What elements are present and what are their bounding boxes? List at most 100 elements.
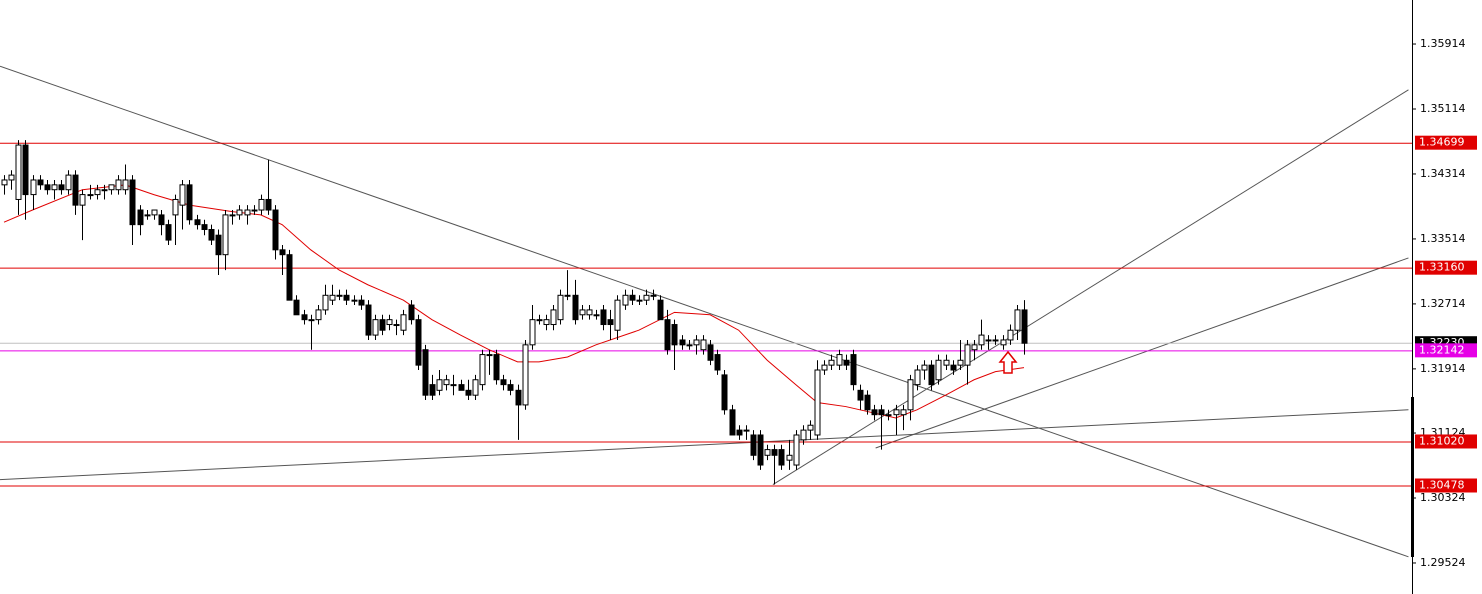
candle-body	[37, 179, 44, 186]
candle-body	[122, 179, 129, 191]
y-tick-label: 1.35914	[1420, 37, 1466, 50]
candle-body	[650, 294, 657, 297]
candle-body	[8, 174, 15, 181]
candle-body	[1000, 339, 1007, 346]
y-tick-label: 1.33514	[1420, 232, 1466, 245]
candle-body	[322, 294, 329, 311]
price-box	[1415, 135, 1477, 150]
candle-body	[286, 254, 293, 301]
candle-body	[693, 339, 700, 346]
candle-body	[764, 449, 771, 456]
candle-body	[671, 324, 678, 346]
candle-body	[108, 184, 115, 191]
candle-body	[885, 414, 892, 417]
candle-body	[622, 294, 629, 306]
candle-body	[600, 309, 607, 326]
candle-body	[515, 389, 522, 406]
candle-body	[800, 429, 807, 441]
candle-body	[614, 299, 621, 331]
candle-body	[850, 354, 857, 386]
candle-body	[828, 359, 835, 366]
candle-body	[58, 184, 65, 191]
candle-body	[315, 309, 322, 321]
candle-body	[857, 389, 864, 401]
price-box	[1415, 343, 1477, 358]
candle-body	[943, 359, 950, 366]
candle-body	[507, 384, 514, 391]
candle-body	[244, 209, 251, 216]
candle-body	[914, 369, 921, 386]
price-box-label: 1.31020	[1419, 434, 1465, 447]
candle-body	[664, 319, 671, 351]
price-box-label: 1.33160	[1419, 261, 1465, 274]
candle-body	[1014, 309, 1021, 331]
candle-body	[864, 394, 871, 411]
candle-body	[971, 344, 978, 351]
candle-body	[479, 354, 486, 386]
candle-body	[422, 349, 429, 396]
candle-body	[258, 198, 265, 211]
candle-body	[30, 179, 37, 196]
candle-body	[500, 379, 507, 386]
candle-body	[372, 319, 379, 336]
price-box	[1415, 478, 1477, 493]
candle-body	[472, 379, 479, 396]
candle-body	[365, 304, 372, 336]
trend-line	[772, 89, 1409, 485]
candle-body	[564, 294, 571, 297]
candle-body	[301, 314, 308, 321]
candle-body	[529, 319, 536, 346]
candle-body	[137, 209, 144, 226]
trend-line	[0, 409, 1409, 481]
candle-body	[51, 184, 58, 191]
candle-body	[458, 384, 465, 391]
candle-body	[94, 189, 101, 196]
candle-body	[72, 174, 79, 206]
candle-body	[921, 364, 928, 371]
price-box-label: 1.34699	[1419, 136, 1465, 149]
price-box-label: 1.32142	[1419, 343, 1465, 356]
candle-body	[807, 424, 814, 431]
candle-body	[778, 449, 785, 466]
candle-body	[686, 344, 693, 347]
candle-body	[279, 249, 286, 256]
plot-area	[0, 65, 1412, 558]
y-tick-label: 1.32714	[1420, 297, 1466, 310]
candle-body	[907, 379, 914, 411]
candle-body	[714, 354, 721, 371]
candle-body	[757, 434, 764, 466]
candle-body	[129, 179, 136, 226]
candle-body	[443, 379, 450, 386]
candle-body	[522, 344, 529, 406]
candle-body	[771, 449, 778, 456]
candle-body	[165, 224, 172, 241]
price-box	[1415, 434, 1477, 449]
y-tick-label: 1.31914	[1420, 362, 1466, 375]
candle-body	[928, 364, 935, 386]
candle-body	[179, 184, 186, 206]
candle-body	[293, 299, 300, 316]
candle-body	[194, 219, 201, 226]
candle-body	[265, 198, 272, 211]
candle-body	[493, 354, 500, 381]
candle-body	[158, 214, 165, 226]
candle-body	[586, 309, 593, 316]
candle-body	[657, 299, 664, 321]
price-box	[1415, 260, 1477, 275]
y-tick-label: 1.34314	[1420, 167, 1466, 180]
candle-body	[550, 309, 557, 326]
candle-body	[400, 314, 407, 331]
candle-body	[208, 229, 215, 241]
candle-body	[878, 409, 885, 416]
candle-body	[393, 324, 400, 327]
candle-body	[935, 359, 942, 381]
y-tick-label: 1.30324	[1420, 491, 1466, 504]
candle-body	[814, 369, 821, 436]
candle-body	[351, 299, 358, 302]
candle-body	[985, 339, 992, 342]
candle-body	[992, 339, 999, 342]
candle-body	[643, 294, 650, 301]
